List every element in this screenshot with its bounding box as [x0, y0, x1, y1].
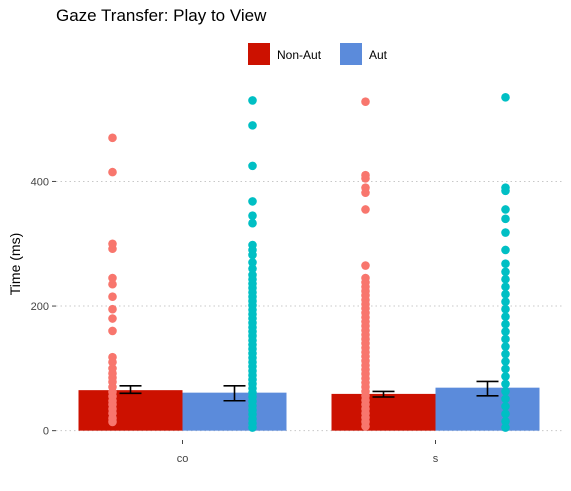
data-point-aut — [501, 214, 510, 224]
data-point-aut — [501, 289, 510, 299]
y-tick-label: 200 — [31, 301, 49, 313]
data-point-aut — [501, 297, 510, 306]
data-point-aut — [501, 402, 510, 411]
data-point-aut — [501, 282, 510, 292]
data-point-non-aut — [108, 167, 117, 177]
data-point-aut — [501, 334, 510, 344]
data-point-aut — [501, 357, 510, 366]
data-point-aut — [501, 228, 510, 237]
data-point-non-aut — [361, 97, 370, 107]
bar-non-aut-s — [331, 393, 436, 431]
data-point-aut — [248, 258, 257, 267]
data-point-aut — [501, 93, 510, 102]
data-point-non-aut — [361, 261, 370, 270]
data-point-aut — [501, 417, 510, 426]
data-point-aut — [248, 218, 257, 228]
data-point-non-aut — [361, 188, 370, 197]
data-point-aut — [248, 121, 257, 130]
data-point-non-aut — [108, 133, 117, 143]
data-point-aut — [501, 372, 510, 381]
data-point-aut — [501, 304, 510, 314]
y-tick-label: 0 — [43, 426, 49, 438]
x-tick-label: co — [177, 453, 189, 465]
data-point-non-aut — [108, 279, 117, 289]
data-point-aut — [501, 205, 510, 214]
data-point-non-aut — [108, 292, 117, 302]
data-point-aut — [501, 394, 510, 404]
data-point-non-aut — [108, 417, 117, 427]
legend-swatch-non-aut — [248, 43, 270, 65]
data-point-aut — [501, 267, 510, 277]
data-point-aut — [248, 264, 257, 273]
data-point-non-aut — [108, 244, 117, 254]
data-point-non-aut — [361, 205, 370, 214]
y-tick-label: 400 — [31, 176, 49, 188]
data-point-aut — [501, 349, 510, 359]
data-point-aut — [248, 197, 257, 206]
data-point-aut — [248, 250, 257, 260]
data-point-aut — [248, 211, 257, 221]
x-tick-label: s — [433, 453, 439, 465]
legend-swatch-aut — [340, 43, 362, 65]
data-point-non-aut — [108, 326, 117, 336]
data-point-non-aut — [108, 314, 117, 323]
data-point-aut — [501, 342, 510, 351]
data-point-non-aut — [361, 421, 370, 431]
data-point-aut — [501, 423, 510, 432]
data-point-aut — [501, 327, 510, 336]
data-point-aut — [501, 364, 510, 374]
data-point-aut — [248, 96, 257, 105]
data-point-non-aut — [361, 174, 370, 183]
data-point-aut — [501, 274, 510, 284]
data-point-aut — [501, 312, 510, 321]
data-point-non-aut — [108, 304, 117, 314]
legend-label-aut: Aut — [369, 48, 388, 62]
data-point-aut — [501, 319, 510, 329]
data-point-non-aut — [108, 357, 117, 367]
data-point-aut — [501, 245, 510, 255]
data-point-aut — [501, 259, 510, 268]
data-point-aut — [248, 423, 257, 432]
data-point-aut — [248, 161, 257, 171]
bar-non-aut-co — [78, 390, 183, 431]
data-point-aut — [501, 387, 510, 396]
data-point-aut — [501, 379, 510, 389]
y-axis-label: Time (ms) — [7, 233, 23, 295]
chart-title: Gaze Transfer: Play to View — [56, 6, 267, 25]
data-point-aut — [501, 186, 510, 196]
data-point-non-aut — [108, 273, 117, 283]
legend-label-non-aut: Non-Aut — [277, 48, 322, 62]
data-point-aut — [501, 409, 510, 419]
